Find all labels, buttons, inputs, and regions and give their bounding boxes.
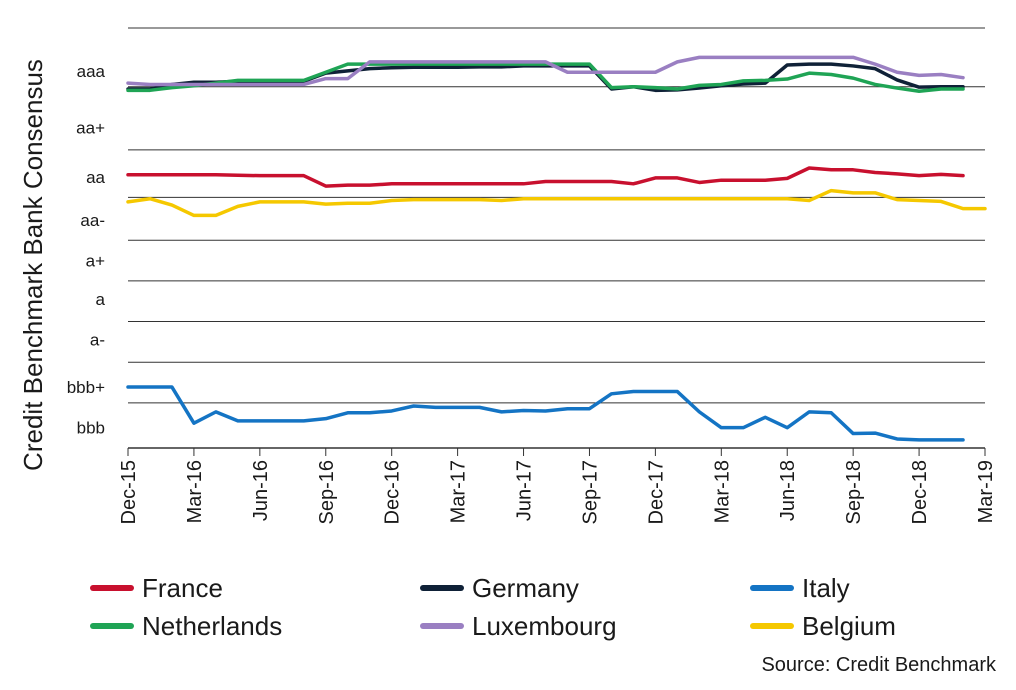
legend-item-luxembourg: Luxembourg <box>420 610 617 642</box>
x-tick-label: Jun-16 <box>250 460 272 521</box>
series-line-france <box>126 166 965 188</box>
legend-item-belgium: Belgium <box>750 610 896 642</box>
legend-swatch <box>750 585 794 591</box>
legend-item-netherlands: Netherlands <box>90 610 282 642</box>
y-tick-label: aa- <box>80 211 105 230</box>
x-tick-label: Sep-17 <box>579 460 601 525</box>
y-tick-label: bbb+ <box>67 378 105 397</box>
source-note: Source: Credit Benchmark <box>761 654 996 676</box>
x-tick-label: Sep-18 <box>843 460 865 525</box>
legend-label: Netherlands <box>142 610 283 641</box>
x-tick-label: Mar-19 <box>975 460 997 523</box>
legend-item-germany: Germany <box>420 572 579 604</box>
y-tick-label: a+ <box>86 252 105 271</box>
y-tick-label: aaa <box>77 62 106 81</box>
y-tick-label: a <box>96 290 106 309</box>
legend-label: Germany <box>472 572 579 603</box>
y-tick-label: aa <box>86 168 105 187</box>
legend-label: Italy <box>802 572 850 603</box>
x-tick-label: Jun-18 <box>777 460 799 521</box>
y-tick-label: aa+ <box>76 118 105 137</box>
x-tick-label: Dec-16 <box>382 460 404 524</box>
y-tick-label: a- <box>90 331 105 350</box>
legend-label: France <box>142 572 223 603</box>
legend: France Germany Italy Netherlands Luxembourg B… <box>90 572 970 644</box>
series-lines <box>126 55 987 442</box>
legend-label: Luxembourg <box>472 610 617 641</box>
x-tick-labels: Dec-15 Mar-16 Jun-16 Sep-16 Dec-16 Mar-17 Jun-… <box>118 448 997 525</box>
legend-label: Belgium <box>802 610 896 641</box>
y-axis-label: Credit Benchmark Bank Consensus <box>18 59 48 471</box>
series-line-belgium <box>126 188 987 218</box>
x-tick-label: Mar-18 <box>711 460 733 523</box>
x-tick-label: Dec-17 <box>645 460 667 524</box>
legend-item-france: France <box>90 572 223 604</box>
legend-swatch <box>90 585 134 591</box>
legend-swatch <box>420 585 464 591</box>
x-tick-label: Mar-17 <box>448 460 470 523</box>
grid-lines <box>128 27 985 404</box>
x-tick-label: Jun-17 <box>514 460 536 521</box>
x-tick-label: Mar-16 <box>184 460 206 523</box>
legend-swatch <box>90 623 134 629</box>
x-tick-label: Dec-15 <box>118 460 140 524</box>
legend-swatch <box>420 623 464 629</box>
series-line-netherlands <box>126 62 965 93</box>
legend-item-italy: Italy <box>750 572 850 604</box>
y-tick-label: bbb <box>77 419 105 438</box>
x-tick-label: Sep-16 <box>316 460 338 525</box>
series-line-italy <box>126 385 965 442</box>
legend-swatch <box>750 623 794 629</box>
series-line-luxembourg <box>126 55 965 87</box>
x-tick-label: Dec-18 <box>909 460 931 524</box>
